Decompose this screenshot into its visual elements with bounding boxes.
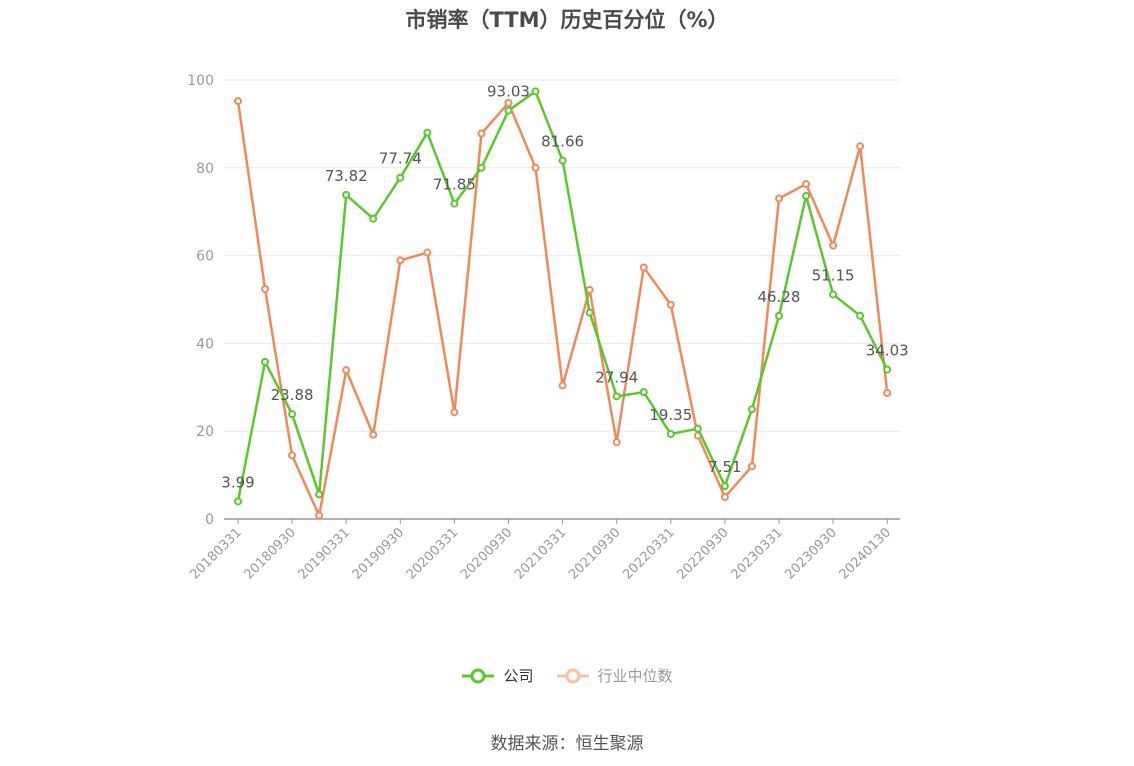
data-point-company xyxy=(829,290,838,299)
data-label: 34.03 xyxy=(866,342,909,360)
data-point-industry xyxy=(234,97,242,106)
data-point-company xyxy=(693,424,702,433)
data-point-industry xyxy=(747,462,756,471)
data-point-industry xyxy=(802,180,811,189)
data-point-industry xyxy=(585,285,594,294)
data-point-industry xyxy=(315,511,324,520)
data-point-industry xyxy=(666,300,675,309)
data-point-company xyxy=(883,365,892,374)
data-point-company xyxy=(288,410,297,419)
data-label: 7.51 xyxy=(708,458,741,476)
data-point-company xyxy=(558,156,567,165)
data-point-industry xyxy=(720,493,729,502)
data-label: 3.99 xyxy=(221,473,254,491)
chart-title: 市销率（TTM）历史百分位（%） xyxy=(405,8,729,32)
x-tick-label: 20190930 xyxy=(350,525,407,582)
data-point-industry xyxy=(558,381,567,390)
data-label: 73.82 xyxy=(325,167,368,185)
data-point-company xyxy=(504,106,513,115)
data-point-industry xyxy=(369,430,378,439)
legend-industry-icon xyxy=(556,668,589,683)
data-point-industry xyxy=(261,284,270,293)
series-layer xyxy=(234,87,892,520)
data-point-industry xyxy=(829,241,838,250)
label-layer: 3.99 23.88 73.82 77.74 71.85 93.03 81.66 27.94 1… xyxy=(221,83,908,492)
data-point-company xyxy=(234,497,242,506)
data-point-industry xyxy=(477,129,486,138)
x-tick-label: 20180930 xyxy=(242,525,299,582)
data-label: 81.66 xyxy=(541,133,584,151)
y-tick-label: 20 xyxy=(196,424,214,440)
x-tick-label: 20200331 xyxy=(404,525,461,582)
data-point-company xyxy=(639,388,648,397)
data-point-company xyxy=(747,405,756,414)
data-label: 77.74 xyxy=(379,150,422,168)
legend-item-industry[interactable]: 行业中位数 xyxy=(556,665,673,686)
x-tick-label: 20230930 xyxy=(783,525,840,582)
x-tick-label: 20190331 xyxy=(296,525,353,582)
x-tick-label: 20220331 xyxy=(620,525,677,582)
y-tick-label: 100 xyxy=(187,73,214,89)
data-label: 27.94 xyxy=(595,368,638,386)
y-tick-label: 60 xyxy=(196,249,214,265)
y-tick-label: 0 xyxy=(205,512,214,528)
data-label: 46.28 xyxy=(758,288,801,306)
x-tick-label: 20240130 xyxy=(837,525,894,582)
data-point-industry xyxy=(450,408,459,417)
data-source: 数据来源：恒生聚源 xyxy=(490,734,644,754)
data-point-industry xyxy=(775,194,783,203)
data-point-company xyxy=(531,87,540,96)
data-point-industry xyxy=(531,163,540,172)
data-label: 93.03 xyxy=(487,83,530,101)
y-tick-label: 40 xyxy=(196,336,214,352)
legend-item-company[interactable]: 公司 xyxy=(461,665,534,686)
x-tick-label: 20210930 xyxy=(566,525,623,582)
data-point-company xyxy=(369,214,378,223)
data-point-company xyxy=(342,190,351,199)
data-point-company xyxy=(585,308,594,317)
data-label: 71.85 xyxy=(433,176,476,194)
grid-layer xyxy=(224,79,900,432)
data-point-industry xyxy=(396,256,405,265)
data-point-industry xyxy=(612,438,621,447)
legend-company-label: 公司 xyxy=(503,667,534,685)
data-point-company xyxy=(775,311,783,320)
data-point-industry xyxy=(883,389,892,398)
data-point-company xyxy=(261,357,270,366)
legend-industry-label: 行业中位数 xyxy=(597,667,673,685)
data-point-industry xyxy=(288,451,297,460)
data-point-company xyxy=(612,392,621,401)
data-point-company xyxy=(856,311,865,320)
x-tick-label: 20180331 xyxy=(187,525,244,582)
legend: 公司 行业中位数 xyxy=(0,665,1134,686)
data-point-company xyxy=(720,482,729,491)
data-label: 23.88 xyxy=(271,386,314,404)
x-tick-label: 20200930 xyxy=(458,525,515,582)
data-point-company xyxy=(396,173,405,182)
data-point-company xyxy=(477,163,486,172)
data-point-industry xyxy=(342,366,351,375)
x-tick-label: 20220930 xyxy=(674,525,731,582)
data-label: 19.35 xyxy=(649,406,692,424)
x-tick-label: 20210331 xyxy=(512,525,569,582)
data-point-company xyxy=(315,490,324,499)
data-point-company xyxy=(666,430,675,439)
x-tick-label: 20230331 xyxy=(728,525,785,582)
data-point-industry xyxy=(504,98,513,107)
data-point-industry xyxy=(423,248,432,257)
data-point-industry xyxy=(856,142,865,151)
legend-company-icon xyxy=(462,668,495,683)
data-point-company xyxy=(802,191,811,200)
data-point-company xyxy=(423,128,432,137)
data-label: 51.15 xyxy=(812,266,855,284)
y-tick-label: 80 xyxy=(196,161,214,177)
data-point-industry xyxy=(639,263,648,272)
data-point-company xyxy=(450,199,459,208)
